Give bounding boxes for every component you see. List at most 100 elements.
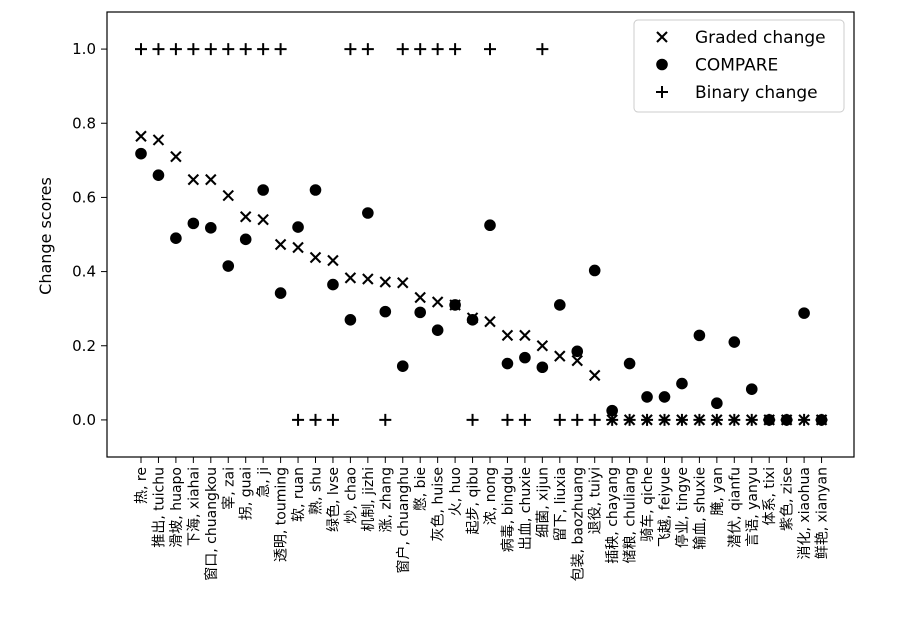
data-point [641, 391, 653, 403]
data-point [588, 369, 601, 382]
data-point [414, 43, 427, 56]
data-point [745, 413, 758, 426]
data-point [780, 413, 793, 426]
x-tick-label: 灰色, huise [430, 467, 447, 541]
data-point [239, 210, 252, 223]
data-point [362, 273, 374, 285]
data-point [239, 233, 252, 246]
data-point [379, 305, 392, 318]
data-point [606, 413, 619, 426]
x-tick-label: 腌, yan [710, 467, 726, 516]
data-point [169, 43, 182, 56]
data-point [170, 150, 182, 163]
data-point [676, 377, 688, 390]
x-tick-label: 窗口, chuangkou [203, 467, 220, 581]
data-point [588, 264, 601, 277]
data-point [553, 413, 566, 426]
data-point [326, 413, 339, 426]
x-tick-label: 炒, chao [343, 467, 359, 524]
x-tick-label: 急, ji [256, 467, 272, 498]
data-point [135, 147, 147, 160]
data-point [431, 296, 444, 308]
x-tick-label: 潜伏, qianfu [727, 467, 743, 548]
data-point [344, 272, 357, 284]
data-point [222, 189, 234, 202]
data-point [658, 391, 671, 403]
data-point [414, 306, 427, 319]
data-point [396, 43, 409, 56]
data-point [222, 260, 235, 272]
data-point [397, 276, 409, 289]
data-point [623, 357, 636, 370]
x-tick-label: 病毒, bingdu [500, 467, 516, 552]
x-tick-label: 鲜艳, xianyan [815, 467, 831, 559]
data-point [519, 329, 531, 342]
data-point [205, 173, 217, 186]
x-tick-label: 出血, chuxie [518, 467, 534, 550]
data-point [675, 413, 688, 426]
data-point [536, 43, 549, 56]
data-point [623, 413, 636, 426]
y-axis-label: Change scores [36, 177, 55, 295]
y-tick-label: 0.6 [72, 188, 96, 206]
legend-label: Binary change [695, 83, 818, 103]
data-point [588, 413, 601, 426]
x-tick-label: 停业, tingye [674, 467, 691, 548]
data-point [466, 313, 479, 326]
data-point [309, 251, 322, 264]
data-point [274, 287, 287, 299]
x-tick-label: 退役, tuiyi [588, 467, 604, 534]
data-point [274, 43, 287, 56]
data-point [344, 313, 357, 326]
legend: Graded change COMPARE Binary change [633, 19, 845, 113]
data-point [170, 232, 182, 245]
x-tick-label: 绿色, lvse [325, 467, 342, 532]
data-point [344, 43, 357, 56]
data-point [815, 413, 828, 426]
x-tick-label: 火, huo [448, 467, 464, 516]
data-point [379, 413, 392, 426]
data-point [484, 219, 496, 232]
data-point [798, 413, 811, 426]
data-point [274, 238, 287, 251]
data-point [309, 413, 322, 426]
data-point [518, 413, 531, 426]
data-point [379, 276, 392, 288]
x-axis: 热, re 推出, tuichu 滑坡, huapo 下海, xiahai 窗口, ch… [134, 457, 831, 581]
data-point [711, 397, 723, 410]
data-point [484, 315, 496, 328]
data-point [501, 357, 514, 370]
data-point [519, 351, 531, 364]
data-point [152, 134, 165, 146]
x-tick-label: 包装, baozhuang [570, 467, 586, 581]
data-point [501, 329, 514, 342]
y-tick-label: 0.0 [72, 411, 96, 429]
data-point [466, 413, 479, 426]
plot-frame [106, 11, 855, 458]
data-point [204, 43, 217, 56]
data-point [466, 312, 479, 324]
y-axis: 0.0 0.2 0.4 0.6 0.8 1.0 [72, 40, 107, 429]
data-point [571, 354, 583, 367]
x-tick-label: 储粮, chuliang [623, 467, 639, 563]
data-point [135, 130, 147, 142]
x-tick-label: 软, ruan [291, 467, 307, 522]
data-point [728, 413, 741, 426]
data-point [222, 43, 235, 56]
data-point [135, 43, 147, 56]
legend-label: COMPARE [695, 56, 778, 76]
data-point [606, 404, 618, 417]
x-tick-label: 浓, nong [483, 467, 499, 525]
data-point [292, 241, 304, 254]
x-tick-label: 消化, xiaohua [797, 467, 813, 560]
data-point [449, 43, 462, 56]
data-point [641, 413, 654, 426]
x-tick-label: 留下, liuxia [553, 467, 569, 541]
data-point [536, 340, 549, 352]
data-point [152, 43, 165, 56]
data-point [187, 173, 200, 186]
x-tick-label: 骑车, qiche [639, 467, 656, 542]
x-tick-label: 体系, tixi [762, 467, 778, 525]
data-point [414, 291, 426, 304]
